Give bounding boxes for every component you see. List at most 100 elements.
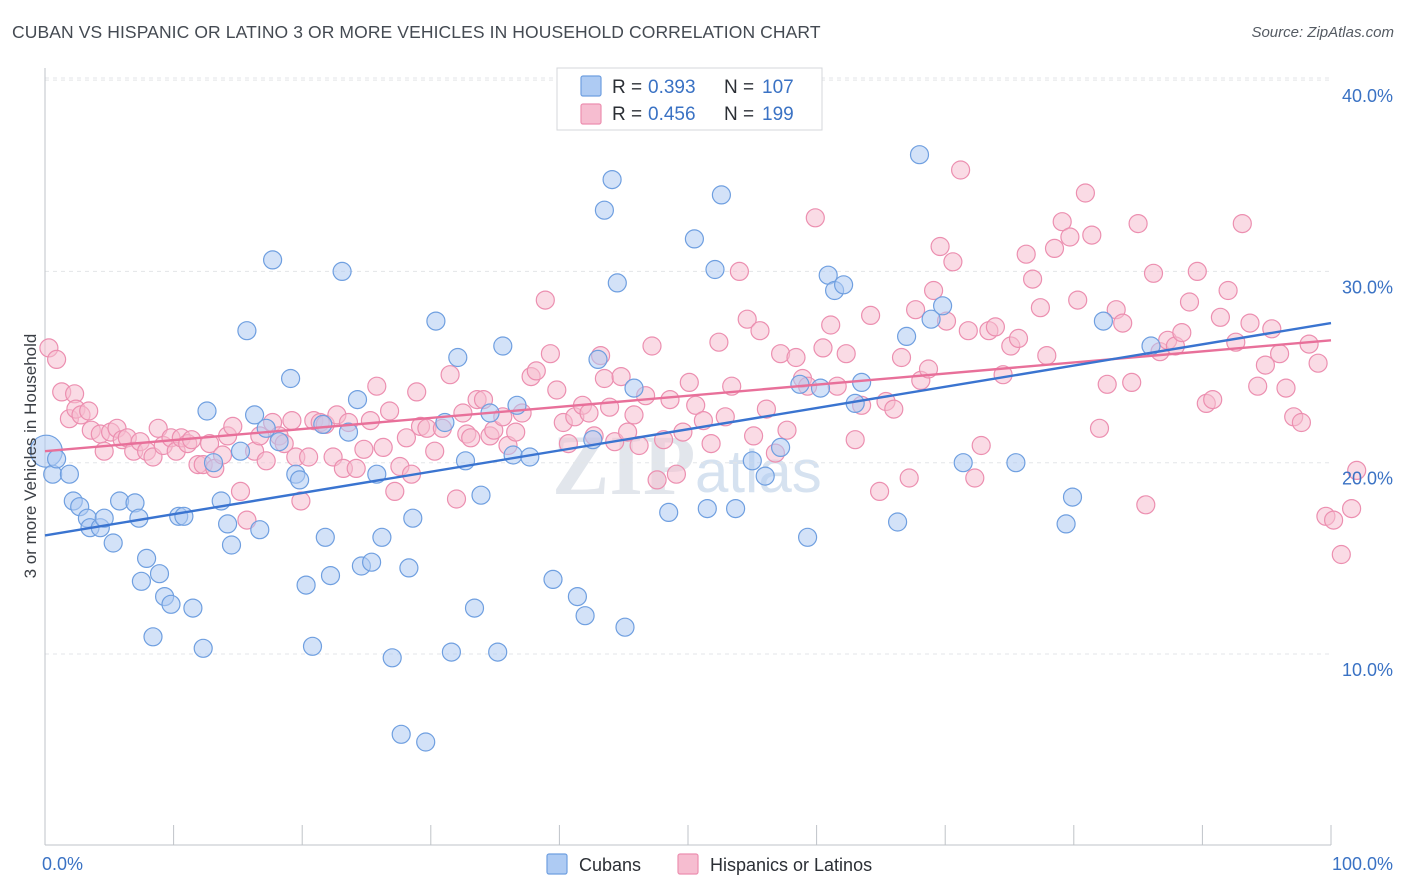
point-hispanics — [860, 305, 881, 325]
point-hispanics — [805, 208, 825, 228]
point-hispanics — [971, 435, 991, 456]
point-hispanics — [579, 403, 599, 423]
point-cubans — [245, 405, 265, 425]
point-cubans — [833, 275, 854, 295]
point-hispanics — [237, 510, 257, 530]
legend-r-value-hispanics: 0.456 — [648, 104, 696, 125]
point-cubans — [790, 374, 810, 394]
point-hispanics — [1022, 269, 1043, 289]
point-hispanics — [1347, 460, 1367, 480]
point-cubans — [1006, 453, 1026, 473]
point-cubans — [263, 250, 283, 270]
point-cubans — [347, 390, 368, 410]
tick-labels: 10.0% 20.0% 30.0% 40.0% 0.0% 100.0% — [42, 86, 1393, 874]
point-cubans — [725, 499, 746, 519]
point-hispanics — [1136, 495, 1156, 515]
point-cubans — [921, 309, 941, 329]
point-hispanics — [506, 422, 526, 442]
point-cubans — [697, 499, 717, 519]
point-hispanics — [1122, 372, 1142, 392]
point-cubans — [94, 508, 114, 528]
bottom-legend-label-cubans: Cubans — [579, 855, 641, 875]
point-hispanics — [1037, 346, 1057, 366]
point-cubans — [399, 558, 419, 578]
point-hispanics — [1075, 183, 1096, 203]
point-hispanics — [256, 451, 276, 471]
point-hispanics — [985, 317, 1006, 337]
point-hispanics — [200, 434, 220, 454]
point-hispanics — [461, 428, 481, 448]
point-hispanics — [396, 428, 416, 448]
point-cubans — [313, 414, 333, 434]
point-cubans — [684, 229, 705, 249]
point-hispanics — [1187, 261, 1207, 281]
point-hispanics — [905, 300, 926, 320]
point-hispanics — [891, 347, 912, 368]
legend-n-label-cubans: N = — [724, 77, 754, 98]
point-cubans — [488, 642, 508, 662]
point-cubans — [607, 273, 627, 293]
point-cubans — [448, 347, 468, 368]
point-hispanics — [367, 376, 387, 396]
y-tick-label: 30.0% — [1342, 277, 1393, 297]
point-cubans — [161, 594, 181, 614]
point-hispanics — [440, 365, 460, 385]
point-hispanics — [1030, 298, 1051, 318]
point-hispanics — [743, 426, 764, 446]
point-cubans — [203, 453, 224, 473]
point-cubans — [909, 145, 930, 165]
point-hispanics — [360, 411, 380, 431]
point-hispanics — [1044, 238, 1065, 258]
point-hispanics — [1097, 374, 1117, 394]
point-hispanics — [679, 372, 699, 392]
legend-swatch-cubans — [580, 75, 602, 97]
point-cubans — [302, 636, 323, 656]
point-cubans — [221, 535, 242, 555]
point-cubans — [755, 466, 775, 486]
x-tick-label: 0.0% — [42, 854, 83, 874]
point-hispanics — [385, 481, 405, 501]
point-cubans — [137, 548, 157, 569]
point-cubans — [197, 401, 217, 421]
y-tick-label: 20.0% — [1342, 469, 1393, 489]
point-hispanics — [1143, 263, 1164, 283]
point-hispanics — [1179, 292, 1200, 312]
source-note: Source: ZipAtlas.com — [1251, 24, 1394, 41]
legend-series: Cubans Hispanics or Latinos — [546, 853, 872, 875]
point-cubans — [250, 520, 270, 540]
point-hispanics — [1291, 412, 1312, 433]
point-cubans — [174, 506, 194, 526]
point-cubans — [426, 311, 446, 331]
point-cubans — [711, 185, 732, 205]
point-cubans — [416, 732, 436, 752]
point-hispanics — [346, 458, 366, 478]
point-cubans — [594, 200, 615, 220]
point-cubans — [575, 606, 595, 626]
point-hispanics — [547, 380, 567, 400]
point-hispanics — [1008, 328, 1029, 348]
point-cubans — [315, 527, 335, 547]
point-hispanics — [299, 447, 319, 467]
point-hispanics — [950, 160, 971, 180]
point-cubans — [296, 575, 316, 595]
point-cubans — [1062, 487, 1083, 507]
point-hispanics — [737, 309, 757, 329]
bottom-legend-swatch-cubans — [546, 853, 568, 875]
point-hispanics — [845, 430, 865, 450]
point-cubans — [770, 437, 791, 457]
point-cubans — [183, 598, 203, 618]
point-cubans — [143, 627, 163, 647]
point-hispanics — [1172, 323, 1192, 343]
point-hispanics — [1299, 334, 1319, 354]
point-hispanics — [1016, 244, 1036, 264]
point-hispanics — [1068, 290, 1088, 310]
point-hispanics — [750, 321, 770, 341]
point-hispanics — [1248, 376, 1268, 396]
point-hispanics — [899, 468, 919, 488]
point-cubans — [543, 569, 563, 590]
point-hispanics — [1082, 225, 1102, 245]
point-hispanics — [46, 349, 67, 369]
point-hispanics — [827, 376, 847, 396]
point-cubans — [218, 514, 238, 534]
